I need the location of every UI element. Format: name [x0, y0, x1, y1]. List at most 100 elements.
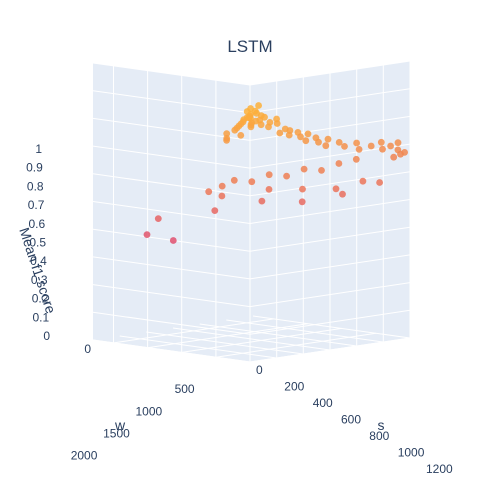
- x-tick-label: 1000: [398, 446, 425, 460]
- data-point: [285, 131, 293, 139]
- data-point: [143, 231, 151, 239]
- data-point: [352, 155, 360, 163]
- gridline-s-floor: [119, 335, 277, 359]
- data-point: [359, 177, 367, 185]
- gridline-z-right: [249, 199, 411, 224]
- z-tick-label: 0: [43, 329, 50, 343]
- x-tick-label: 600: [341, 413, 361, 427]
- z-tick-label: 0.5: [29, 236, 46, 250]
- z-tick-label: 0.3: [31, 273, 48, 287]
- gridline-z-left: [92, 339, 251, 363]
- data-point: [245, 114, 253, 121]
- gridline-w-floor: [113, 318, 274, 344]
- data-point: [205, 188, 213, 196]
- data-point: [377, 138, 385, 146]
- x-axis-title: s: [378, 417, 385, 433]
- data-point: [283, 172, 290, 180]
- y-tick-label: 1000: [135, 404, 162, 418]
- gridline-z-right: [249, 254, 411, 280]
- gridline-z-right: [249, 226, 411, 252]
- gridline-z-right: [249, 337, 411, 363]
- y-axis-title: w: [114, 417, 126, 433]
- gridline-s-floor: [146, 331, 304, 355]
- data-point: [318, 167, 325, 174]
- gridline-s-floor: [199, 323, 357, 347]
- data-point: [223, 130, 231, 138]
- z-tick-label: 0.6: [29, 217, 46, 231]
- tick-labels: 020040060080010001200500100015002000000.…: [26, 142, 453, 476]
- gridline-s-floor: [172, 327, 331, 351]
- z-tick-label: 1: [35, 142, 42, 156]
- data-point: [304, 130, 312, 138]
- data-point: [394, 139, 402, 147]
- data-point: [223, 136, 231, 144]
- gridline-z-left: [92, 201, 251, 224]
- gridline-z-left: [92, 62, 251, 86]
- data-point: [231, 126, 239, 134]
- data-point: [322, 142, 330, 150]
- chart-title: LSTM: [227, 37, 272, 56]
- data-point: [367, 142, 375, 150]
- x-tick-label: 800: [369, 429, 389, 443]
- gridline-s-floor: [226, 319, 384, 343]
- data-point: [390, 153, 398, 161]
- data-point: [276, 129, 284, 137]
- data-point: [265, 171, 273, 179]
- gridline-z-left: [92, 256, 251, 280]
- gridline-w-floor: [147, 323, 308, 349]
- data-point: [255, 102, 262, 109]
- data-point: [218, 182, 226, 190]
- data-point: [376, 179, 383, 186]
- gridline-w-floor: [215, 332, 376, 358]
- x-tick-label: 0: [256, 363, 263, 377]
- gridline-z-left: [92, 90, 251, 114]
- data-point: [300, 165, 308, 173]
- z-tick-label: 0.8: [27, 179, 44, 193]
- z-tick-label: 0.1: [33, 310, 50, 324]
- data-point: [335, 160, 343, 167]
- data-point: [273, 120, 281, 127]
- gridline-z-left: [92, 173, 251, 197]
- gridline-z-left: [92, 284, 251, 308]
- x-tick-label: 400: [313, 396, 333, 410]
- z-tick-label: 0.7: [28, 198, 45, 212]
- y-tick-label: 1500: [103, 427, 130, 441]
- gridline-w-floor: [181, 327, 342, 353]
- data-point: [315, 138, 322, 146]
- data-point: [169, 237, 177, 244]
- data-point: [332, 185, 340, 193]
- data-point: [248, 178, 256, 186]
- data-point: [247, 123, 255, 131]
- z-tick-label: 0.9: [26, 161, 43, 175]
- scene-gridlines: [92, 60, 411, 363]
- data-point: [324, 135, 332, 143]
- data-point: [247, 105, 255, 112]
- data-point: [379, 145, 386, 153]
- gridline-z-left: [92, 311, 251, 335]
- data-point: [265, 123, 272, 131]
- data-point: [218, 192, 226, 200]
- gridline-z-right: [249, 282, 411, 308]
- gridline-z-right: [249, 88, 411, 114]
- gridline-z-left: [92, 145, 251, 169]
- gridline-s-floor: [252, 315, 411, 339]
- data-point: [341, 143, 348, 150]
- data-point: [298, 198, 306, 206]
- x-tick-label: 1200: [426, 462, 453, 476]
- data-point: [397, 150, 404, 158]
- gridline-z-right: [249, 60, 411, 86]
- data-point: [237, 132, 245, 139]
- data-points: [143, 102, 408, 244]
- data-point: [353, 139, 360, 147]
- data-point: [355, 146, 363, 153]
- gridline-z-right: [249, 171, 411, 197]
- data-point: [258, 197, 266, 205]
- data-point: [257, 121, 265, 129]
- data-point: [302, 137, 310, 145]
- data-point: [335, 139, 343, 146]
- y-tick-label: 500: [175, 382, 195, 396]
- data-point: [299, 185, 306, 193]
- data-point: [387, 142, 394, 150]
- z-tick-label: 0.2: [32, 292, 49, 306]
